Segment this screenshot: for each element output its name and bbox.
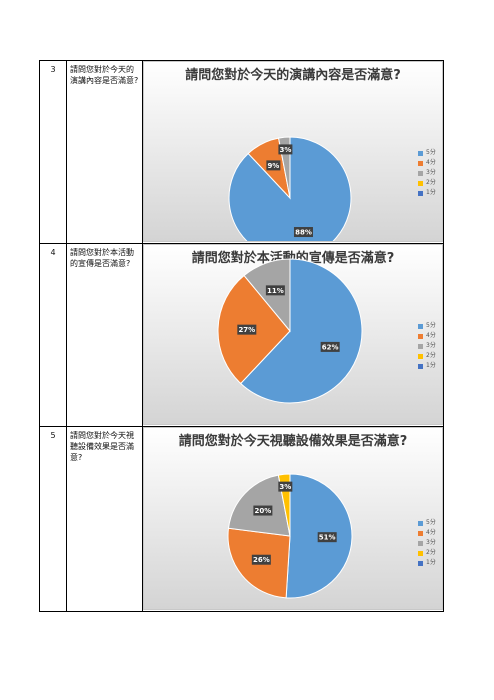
legend-item: 4分 [418, 331, 436, 341]
legend-swatch [418, 530, 423, 536]
row-number: 3 [50, 65, 56, 74]
legend-swatch [418, 550, 423, 556]
data-label: 26% [253, 556, 270, 564]
survey-results-table: 3 請問您對於今天的演講內容是否滿意? 請問您對於今天的演講內容是否滿意? 88… [39, 60, 444, 612]
legend-label: 3分 [426, 342, 436, 349]
legend-label: 4分 [426, 529, 436, 536]
legend-item: 2分 [418, 178, 436, 188]
question-text: 請問您對於今天的演講內容是否滿意? [70, 65, 139, 85]
chart-legend: 5分 4分 3分 2分 1分 [418, 518, 436, 568]
question-text: 請問您對於今天視聽設備效果是否滿意? [70, 431, 134, 462]
data-label: 51% [319, 534, 336, 542]
chart-title: 請問您對於今天視聽設備效果是否滿意? [178, 434, 408, 449]
data-label: 11% [267, 287, 284, 295]
legend-swatch [418, 540, 423, 546]
legend-swatch [418, 343, 423, 349]
data-label: 88% [295, 229, 312, 237]
legend-item: 1分 [418, 188, 436, 198]
data-label: 3% [279, 483, 291, 491]
data-label-box [317, 532, 337, 543]
legend-swatch [418, 170, 423, 176]
data-label-box [293, 227, 313, 238]
row-number: 4 [50, 248, 56, 257]
data-label: 27% [238, 326, 255, 334]
data-label: 9% [267, 162, 279, 170]
legend-item: 5分 [418, 321, 436, 331]
data-label-box [278, 481, 293, 492]
legend-label: 3分 [426, 169, 436, 176]
legend-item: 5分 [418, 148, 436, 158]
chart-title: 請問您對於今天的演講內容是否滿意? [185, 68, 401, 83]
legend-label: 1分 [426, 559, 436, 566]
legend-item: 1分 [418, 558, 436, 568]
data-label: 62% [322, 343, 339, 351]
pie-plot: 51% 26% 20% 3% [227, 473, 353, 599]
data-label-box [266, 160, 281, 171]
legend-swatch [418, 160, 423, 166]
legend-swatch [418, 353, 423, 359]
legend-item: 2分 [418, 351, 436, 361]
legend-label: 5分 [426, 519, 436, 526]
data-label-box [253, 505, 273, 516]
data-label: 3% [279, 146, 291, 154]
data-label-box [320, 341, 340, 352]
legend-item: 5分 [418, 518, 436, 528]
legend-item: 4分 [418, 528, 436, 538]
pie-chart: 請問您對於今天的演講內容是否滿意? 88% 9% 3% 5分 4分 3分 2分 1分 [143, 61, 443, 242]
legend-item: 3分 [418, 168, 436, 178]
chart-title: 請問您對於本活動的宣傳是否滿意? [191, 251, 395, 266]
legend-label: 1分 [426, 189, 436, 196]
pie-slice [240, 258, 363, 404]
legend-swatch [418, 190, 423, 196]
table-row: 3 請問您對於今天的演講內容是否滿意? 請問您對於今天的演講內容是否滿意? 88… [39, 60, 444, 244]
legend-label: 4分 [426, 159, 436, 166]
data-label-box [251, 554, 271, 565]
legend-item: 4分 [418, 158, 436, 168]
legend-swatch [418, 520, 423, 526]
data-label-box [237, 324, 257, 335]
legend-item: 1分 [418, 361, 436, 371]
legend-item: 2分 [418, 548, 436, 558]
legend-swatch [418, 333, 423, 339]
chart-legend: 5分 4分 3分 2分 1分 [418, 148, 436, 198]
row-number: 5 [50, 431, 56, 440]
legend-label: 4分 [426, 332, 436, 339]
legend-swatch [418, 363, 423, 369]
legend-label: 1分 [426, 362, 436, 369]
legend-swatch [418, 323, 423, 329]
table-row: 4 請問您對於本活動的宣傳是否滿意? 請問您對於本活動的宣傳是否滿意? 62% 2… [39, 243, 444, 427]
legend-label: 2分 [426, 549, 436, 556]
table-row: 5 請問您對於今天視聽設備效果是否滿意? 請問您對於今天視聽設備效果是否滿意? … [39, 426, 444, 612]
pie-plot: 88% 9%3% [228, 136, 352, 241]
legend-label: 5分 [426, 322, 436, 329]
pie-chart: 請問您對於本活動的宣傳是否滿意? 62% 27% 11% 5分 4分 3分 2分 1分 [143, 244, 443, 425]
legend-item: 3分 [418, 538, 436, 548]
legend-swatch [418, 560, 423, 566]
legend-swatch [418, 150, 423, 156]
legend-label: 5分 [426, 149, 436, 156]
question-text: 請問您對於本活動的宣傳是否滿意? [70, 248, 134, 268]
legend-item: 3分 [418, 341, 436, 351]
pie-plot: 62% 27% 11% [217, 258, 363, 404]
legend-label: 2分 [426, 179, 436, 186]
legend-label: 2分 [426, 352, 436, 359]
data-label-box [278, 144, 293, 155]
legend-swatch [418, 180, 423, 186]
data-label-box [265, 285, 285, 296]
data-label: 20% [254, 507, 271, 515]
pie-chart: 請問您對於今天視聽設備效果是否滿意? 51% 26% 20% 3% 5分 4分 3分 2分 1… [143, 427, 443, 610]
legend-label: 3分 [426, 539, 436, 546]
chart-legend: 5分 4分 3分 2分 1分 [418, 321, 436, 371]
